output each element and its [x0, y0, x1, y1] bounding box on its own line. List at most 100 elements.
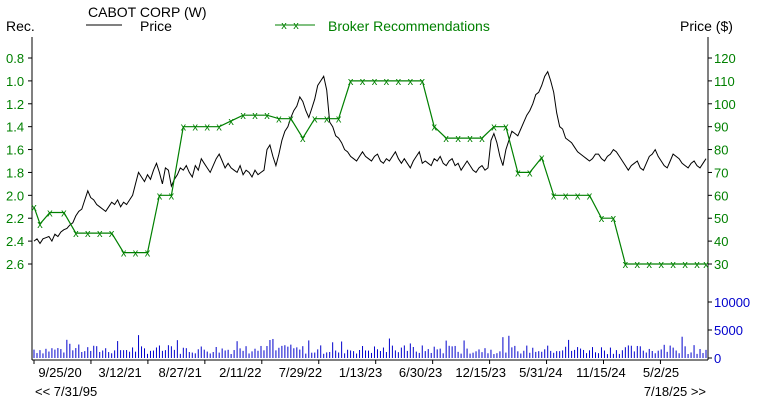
rec-marker: x: [647, 259, 653, 271]
chart-title: CABOT CORP (W): [88, 4, 207, 20]
volume-bars: [33, 335, 707, 358]
x-tick-label: 5/31/24: [519, 365, 562, 380]
rec-marker: x: [348, 76, 354, 88]
rec-marker: x: [47, 208, 53, 220]
legend-price-label: Price: [140, 18, 172, 34]
svg-text:x: x: [293, 20, 299, 32]
rec-marker: x: [443, 133, 449, 145]
x-tick-label: 3/12/21: [98, 365, 141, 380]
price-axis: 30 40 50 60 70 80 90 100 110 120: [708, 51, 736, 272]
rec-marker: x: [145, 248, 151, 260]
range-start-label: << 7/31/95: [35, 384, 97, 399]
volume-axis: 10000 5000 0: [708, 295, 750, 366]
rec-tick-label: 1.6: [6, 143, 24, 158]
rec-marker: x: [551, 190, 557, 202]
rec-marker: x: [73, 228, 79, 240]
rec-series: xxx xx x x xx x xx xx x x x x x x x x xxx x xx x x x x x xxx x x xx…: [31, 76, 709, 271]
x-axis: 9/25/20 3/12/21 8/27/21 2/11/22 7/29/22 1/13/…: [33, 360, 679, 380]
rec-marker: x: [396, 76, 402, 88]
rec-marker: x: [252, 110, 258, 122]
rec-marker: x: [384, 76, 390, 88]
x-tick-label: 1/13/23: [339, 365, 382, 380]
price-tick-label: 30: [714, 257, 728, 272]
price-tick-label: 120: [714, 51, 736, 66]
price-tick-label: 70: [714, 165, 728, 180]
rec-marker: x: [694, 259, 700, 271]
rec-marker: x: [181, 122, 187, 134]
rec-marker: x: [300, 133, 306, 145]
rec-marker: x: [539, 153, 545, 165]
rec-marker: x: [360, 76, 366, 88]
legend-rec-swatch: x x: [275, 20, 315, 32]
rec-tick-label: 2.6: [6, 257, 24, 272]
rec-tick-label: 2.2: [6, 211, 24, 226]
rec-marker: x: [575, 190, 581, 202]
rec-marker: x: [682, 259, 688, 271]
rec-tick-label: 2.4: [6, 234, 24, 249]
rec-marker: x: [336, 114, 342, 126]
rec-marker: x: [240, 110, 246, 122]
rec-marker: x: [491, 122, 497, 134]
rec-marker: x: [157, 190, 163, 202]
x-tick-label: 8/27/21: [159, 365, 202, 380]
rec-marker: x: [467, 133, 473, 145]
volume-tick-label: 10000: [714, 295, 750, 310]
price-tick-label: 40: [714, 234, 728, 249]
rec-marker: x: [611, 213, 617, 225]
rec-axis: 0.8 1.0 1.2 1.4 1.6 1.8 2.0 2.2 2.4 2.6: [6, 51, 32, 272]
price-series: [33, 70, 707, 245]
price-tick-label: 80: [714, 143, 728, 158]
price-tick-label: 90: [714, 120, 728, 135]
rec-marker: x: [599, 213, 605, 225]
price-line: [33, 70, 707, 245]
rec-marker: x: [216, 122, 222, 134]
range-end-label: 7/18/25 >>: [644, 384, 706, 399]
rec-marker: x: [61, 208, 67, 220]
svg-text:x: x: [281, 20, 287, 32]
rec-marker: x: [431, 122, 437, 134]
rec-marker: x: [31, 202, 37, 214]
price-tick-label: 100: [714, 97, 736, 112]
rec-marker: x: [193, 122, 199, 134]
rec-tick-label: 1.2: [6, 97, 24, 112]
rec-marker: x: [503, 122, 509, 134]
rec-tick-label: 1.0: [6, 74, 24, 89]
volume-tick-label: 0: [714, 351, 721, 366]
rec-marker: x: [169, 190, 175, 202]
rec-marker: x: [312, 114, 318, 126]
rec-marker: x: [563, 190, 569, 202]
x-tick-label: 9/25/20: [38, 365, 81, 380]
rec-marker: x: [288, 114, 294, 126]
rec-marker: x: [109, 228, 115, 240]
rec-marker: x: [515, 167, 521, 179]
rec-marker: x: [703, 259, 709, 271]
right-axis-title: Price ($): [680, 18, 733, 34]
rec-marker: x: [658, 259, 664, 271]
rec-tick-label: 2.0: [6, 188, 24, 203]
rec-tick-label: 0.8: [6, 51, 24, 66]
rec-marker: x: [204, 122, 210, 134]
rec-marker: x: [635, 259, 641, 271]
rec-marker: x: [587, 190, 593, 202]
rec-marker: x: [276, 114, 282, 126]
rec-marker: x: [623, 259, 629, 271]
x-tick-label: 6/30/23: [399, 365, 442, 380]
rec-marker: x: [670, 259, 676, 271]
rec-marker: x: [372, 76, 378, 88]
rec-tick-label: 1.8: [6, 165, 24, 180]
rec-marker: x: [455, 133, 461, 145]
rec-marker: x: [97, 228, 103, 240]
rec-marker: x: [264, 110, 270, 122]
x-tick-label: 7/29/22: [279, 365, 322, 380]
x-tick-label: 11/15/24: [576, 365, 626, 380]
rec-marker: x: [121, 248, 127, 260]
rec-marker: x: [527, 167, 533, 179]
rec-marker: x: [408, 76, 414, 88]
x-tick-label: 12/15/23: [455, 365, 506, 380]
rec-marker: x: [324, 114, 330, 126]
legend-rec-label: Broker Recommendations: [328, 18, 490, 34]
rec-marker: x: [479, 133, 485, 145]
rec-marker: x: [37, 219, 43, 231]
rec-line: [33, 80, 706, 265]
